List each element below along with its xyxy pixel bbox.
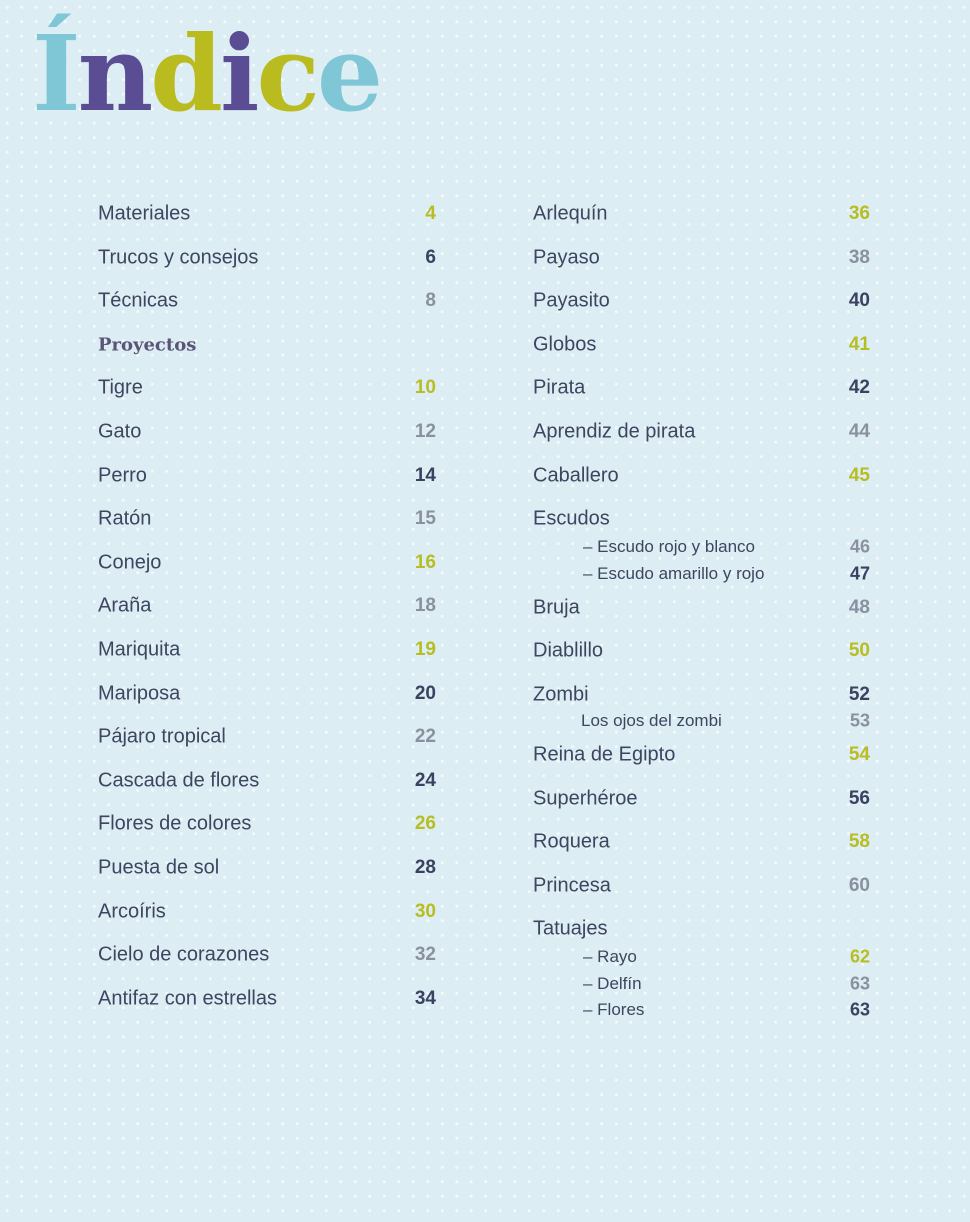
page-number: 26 [414, 813, 436, 835]
page-number: 58 [848, 831, 870, 853]
index-entry: Diablillo [533, 639, 604, 662]
index-subentry: – Flores [583, 1000, 645, 1020]
page-number: 19 [414, 639, 436, 660]
title-letter: d [150, 12, 223, 135]
page-number: 56 [848, 787, 870, 809]
index-entry: Trucos y consejos [98, 246, 259, 269]
page-number: 22 [414, 726, 436, 748]
index-entry: Perro [98, 464, 147, 487]
title-letter: Í [32, 12, 81, 135]
index-entry: Aprendiz de pirata [533, 420, 696, 443]
page-number: 8 [425, 290, 436, 312]
page-number: 15 [414, 508, 436, 530]
index-entry: Roquera [533, 830, 610, 853]
page-number: 45 [848, 464, 870, 486]
index-entry: Bruja [533, 596, 580, 619]
page-number: 10 [414, 377, 436, 399]
title-letter: e [316, 12, 383, 135]
index-entry: Cielo de corazones [98, 943, 270, 966]
page-number: 38 [848, 246, 870, 268]
page-number: 42 [848, 377, 870, 399]
index-entry: Caballero [533, 464, 619, 487]
page-number: 62 [849, 946, 870, 967]
index-entry: Conejo [98, 551, 162, 574]
index-entry: Arcoíris [98, 900, 166, 923]
page-number: 18 [414, 595, 436, 617]
section-heading: Proyectos [98, 334, 197, 356]
page-number: 46 [849, 536, 870, 557]
title-letter: n [77, 12, 154, 135]
page-number: 12 [414, 421, 436, 442]
title-letter: i [220, 12, 259, 135]
page-number: 14 [414, 464, 436, 486]
page-number: 48 [848, 596, 870, 618]
index-entry: Materiales [98, 202, 191, 225]
index-entry: Payasito [533, 289, 610, 312]
index-subentry: – Escudo rojo y blanco [583, 537, 755, 557]
page-number: 47 [849, 563, 870, 584]
index-entry: Princesa [533, 874, 611, 897]
index-subentry: Los ojos del zombi [581, 710, 722, 730]
page-number: 63 [849, 973, 870, 994]
index-entry: Pájaro tropical [98, 725, 226, 748]
page-number: 4 [425, 203, 436, 224]
index-entry: Arlequín [533, 202, 608, 225]
index-entry: Zombi [533, 683, 589, 706]
page-number: 24 [414, 769, 436, 791]
index-entry: Puesta de sol [98, 856, 220, 879]
index-subentry: – Delfín [583, 973, 642, 993]
index-entry: Tatuajes [533, 917, 608, 940]
page-number: 53 [849, 710, 870, 731]
index-subentry: – Rayo [583, 947, 637, 967]
page-number: 44 [848, 421, 870, 442]
index-entry: Araña [98, 594, 152, 617]
index-entry: Cascada de flores [98, 769, 260, 792]
index-entry: Tigre [98, 376, 143, 399]
index-entry: Superhéroe [533, 787, 638, 809]
page-number: 28 [414, 857, 436, 878]
index-subentry: – Escudo amarillo y rojo [583, 563, 765, 583]
index-entry: Mariquita [98, 638, 181, 661]
page-number: 54 [848, 743, 870, 765]
index-entry: Reina de Egipto [533, 743, 676, 766]
page-number: 60 [848, 874, 870, 896]
page-number: 32 [414, 944, 436, 966]
page-number: 40 [848, 290, 870, 312]
index-entry: Técnicas [98, 289, 179, 312]
page-number: 36 [848, 203, 870, 224]
index-entry: Payaso [533, 246, 600, 269]
page-number: 30 [414, 900, 436, 922]
page-number: 41 [848, 333, 870, 355]
index-entry: Gato [98, 420, 142, 443]
page-number: 52 [848, 683, 870, 705]
page-number: 16 [414, 551, 436, 573]
page-number: 20 [414, 682, 436, 704]
page-number: 6 [425, 246, 436, 268]
index-entry: Flores de colores [98, 812, 252, 835]
page-title: Índice [32, 22, 383, 126]
page-number: 34 [414, 987, 436, 1009]
index-entry: Escudos [533, 507, 610, 530]
index-entry: Pirata [533, 376, 586, 399]
page-number: 63 [849, 999, 870, 1020]
page-number: 50 [848, 640, 870, 662]
index-entry: Ratón [98, 507, 152, 530]
index-entry: Antifaz con estrellas [98, 987, 277, 1010]
title-letter: c [256, 12, 320, 135]
index-entry: Mariposa [98, 682, 181, 705]
index-entry: Globos [533, 333, 597, 356]
